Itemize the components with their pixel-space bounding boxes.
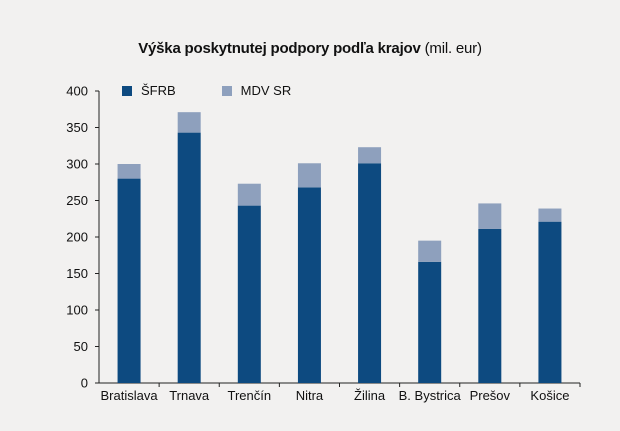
x-tick-label: Bratislava [101, 388, 159, 403]
x-tick-label: B. Bystrica [399, 388, 462, 403]
bar-segment-sfrb [478, 228, 502, 383]
bar-segment-mdv-sr [478, 203, 502, 229]
bar-segment-mdv-sr [358, 147, 382, 164]
bar-segment-sfrb [358, 163, 382, 383]
chart-title-text: Výška poskytnutej podpory podľa krajov [138, 40, 421, 57]
bar-segment-sfrb [117, 178, 141, 383]
bar-segment-sfrb [418, 261, 442, 383]
bar-segment-sfrb [297, 187, 321, 383]
x-tick-label: Košice [530, 388, 569, 403]
y-tick-label: 400 [66, 84, 88, 99]
chart-title: Výška poskytnutej podpory podľa krajov (… [0, 40, 620, 57]
legend-item-sfrb: ŠFRB [122, 83, 176, 98]
bar-segment-mdv-sr [237, 183, 261, 206]
bar-segment-sfrb [237, 205, 261, 383]
legend-swatch-mdv-sr [221, 85, 232, 96]
bar-segment-sfrb [538, 221, 562, 383]
bar-segment-mdv-sr [538, 208, 562, 222]
y-tick-label: 200 [66, 230, 88, 245]
y-tick-label: 350 [66, 120, 88, 135]
x-tick-label: Prešov [470, 388, 511, 403]
chart-title-unit: (mil. eur) [424, 40, 482, 57]
legend-swatch-sfrb [122, 85, 132, 96]
chart-legend: ŠFRB MDV SR [122, 83, 337, 98]
x-tick-label: Trnava [169, 388, 210, 403]
legend-label-mdv-sr: MDV SR [240, 83, 292, 98]
bar-segment-mdv-sr [297, 163, 321, 188]
y-tick-label: 300 [66, 157, 88, 172]
y-tick-label: 50 [74, 339, 88, 354]
bar-segment-mdv-sr [418, 240, 442, 262]
x-tick-label: Nitra [296, 388, 324, 403]
bar-segment-sfrb [177, 132, 201, 383]
bar-segment-mdv-sr [177, 112, 201, 133]
y-tick-label: 100 [66, 303, 88, 318]
y-tick-label: 150 [66, 266, 88, 281]
x-tick-label: Žilina [354, 388, 386, 403]
y-tick-label: 250 [66, 193, 88, 208]
bar-segment-mdv-sr [117, 164, 141, 179]
x-tick-label: Trenčín [228, 388, 272, 403]
legend-label-sfrb: ŠFRB [141, 83, 176, 98]
legend-item-mdv-sr: MDV SR [221, 83, 292, 98]
y-tick-label: 0 [81, 376, 88, 391]
